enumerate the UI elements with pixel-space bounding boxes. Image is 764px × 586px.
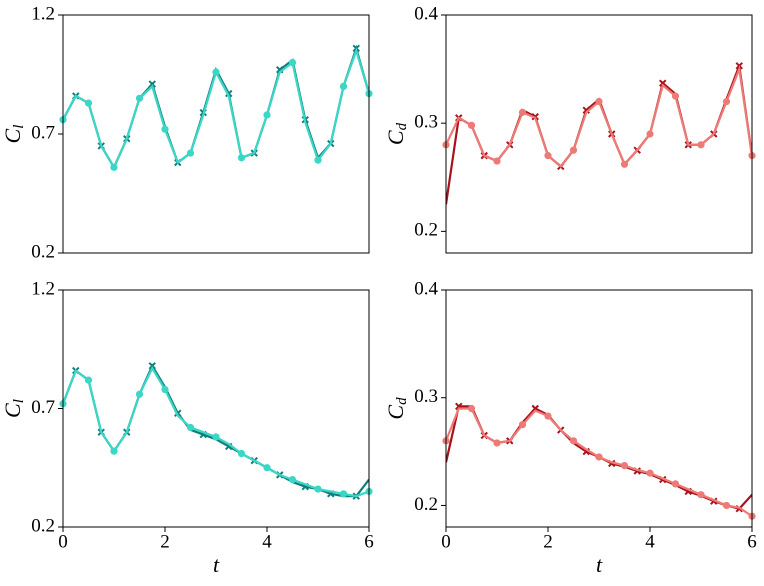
marker xyxy=(288,59,297,67)
marker xyxy=(544,412,552,420)
series-line xyxy=(446,64,752,169)
x-tick-label: 2 xyxy=(543,531,553,552)
marker xyxy=(722,501,731,510)
marker xyxy=(161,125,169,133)
marker xyxy=(212,433,220,441)
marker xyxy=(467,121,476,129)
marker xyxy=(110,447,118,455)
y-tick-label: 0.2 xyxy=(31,515,55,536)
y-tick-label: 0.3 xyxy=(414,386,438,407)
y-label-sub: d xyxy=(394,122,410,130)
y-tick-label: 0.4 xyxy=(414,3,438,24)
plot-frame xyxy=(445,289,753,528)
y-tick-label: 0.2 xyxy=(31,241,55,262)
marker xyxy=(339,490,348,498)
subplot: 0.2 0.7 1.2 Cl xyxy=(0,3,373,262)
y-tick-label: 0.3 xyxy=(414,112,438,133)
x-axis-label: t xyxy=(596,552,603,577)
marker xyxy=(646,469,654,477)
marker xyxy=(161,385,169,394)
y-label-main: C xyxy=(383,130,408,145)
marker xyxy=(148,362,156,370)
marker xyxy=(135,94,144,102)
y-tick-label: 0.7 xyxy=(31,122,55,143)
plot-frame xyxy=(62,14,370,254)
marker xyxy=(493,157,501,165)
x-axis-label: t xyxy=(213,552,220,577)
marker xyxy=(186,423,195,432)
y-label-main: C xyxy=(0,403,25,418)
y-label-main: C xyxy=(383,405,408,420)
series-line xyxy=(446,65,752,205)
y-tick-label: 1.2 xyxy=(31,3,55,24)
y-label-sub: l xyxy=(11,125,27,129)
marker xyxy=(569,437,578,445)
series-line xyxy=(63,363,369,498)
series-line xyxy=(446,407,752,518)
marker xyxy=(518,421,527,429)
marker xyxy=(314,156,322,164)
y-tick-label: 0.2 xyxy=(414,494,438,515)
marker xyxy=(697,491,705,499)
marker xyxy=(237,154,246,162)
marker xyxy=(620,461,629,470)
marker xyxy=(263,111,271,119)
y-axis-label: Cl xyxy=(0,399,27,418)
x-tick-label: 4 xyxy=(645,531,655,552)
marker xyxy=(237,449,246,458)
y-label-main: C xyxy=(0,128,25,143)
series-line xyxy=(63,365,369,498)
y-tick-label: 0.7 xyxy=(31,397,55,418)
marker xyxy=(659,79,667,87)
marker xyxy=(518,108,527,116)
marker xyxy=(135,390,144,398)
marker xyxy=(314,485,322,493)
marker xyxy=(186,149,195,157)
marker xyxy=(671,92,680,100)
x-tick-label: 0 xyxy=(58,531,68,552)
marker xyxy=(620,160,629,168)
marker xyxy=(493,439,501,447)
x-tick-label: 6 xyxy=(364,531,374,552)
y-tick-label: 1.2 xyxy=(31,278,55,299)
y-label-sub: d xyxy=(394,397,410,405)
marker xyxy=(288,476,297,484)
subplot: 0.2 0.7 1.2 0 2 4 6 Cl t xyxy=(0,278,374,577)
y-label-sub: l xyxy=(11,399,27,403)
marker xyxy=(84,99,93,107)
x-tick-label: 0 xyxy=(441,531,451,552)
series-line xyxy=(63,44,369,170)
marker xyxy=(467,404,476,413)
x-tick-label: 2 xyxy=(160,531,170,552)
marker xyxy=(722,97,731,106)
marker xyxy=(110,163,118,171)
plot-frame xyxy=(62,289,370,528)
x-tick-label: 4 xyxy=(262,531,272,552)
y-axis-label: Cl xyxy=(0,125,27,144)
marker xyxy=(263,464,271,472)
x-tick-label: 6 xyxy=(747,531,757,552)
marker xyxy=(697,141,705,149)
marker xyxy=(671,480,680,488)
y-axis-label: Cd xyxy=(383,122,410,145)
marker xyxy=(544,152,552,160)
y-axis-label: Cd xyxy=(383,397,410,420)
y-tick-label: 0.2 xyxy=(414,220,438,241)
plot-frame xyxy=(445,14,753,254)
marker xyxy=(595,97,603,106)
marker xyxy=(148,80,156,88)
marker xyxy=(595,453,603,461)
marker xyxy=(735,62,743,70)
marker xyxy=(84,376,93,384)
marker xyxy=(339,82,348,90)
marker xyxy=(582,106,590,114)
marker xyxy=(212,68,220,76)
subplot: 0.2 0.3 0.4 Cd xyxy=(383,3,756,254)
subplot: 0.2 0.3 0.4 0 2 4 6 Cd t xyxy=(383,278,757,577)
y-tick-label: 0.4 xyxy=(414,278,438,299)
marker xyxy=(646,130,654,138)
marker xyxy=(569,146,578,154)
